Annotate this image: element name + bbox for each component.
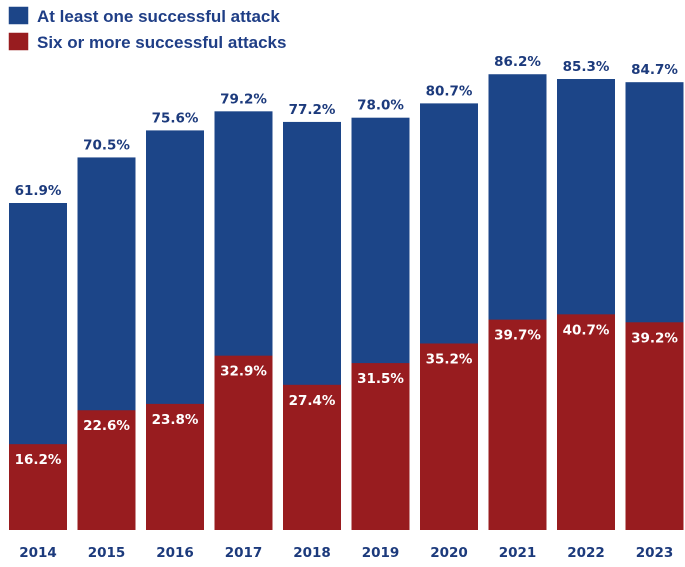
legend: At least one successful attack Six or mo… (7, 5, 286, 52)
data-label-2018-at-least-one: 77.2% (289, 102, 336, 118)
bar-2020-six-or-more (420, 343, 478, 530)
data-label-2016-at-least-one: 75.6% (152, 110, 199, 126)
bar-2023-six-or-more (625, 322, 684, 530)
data-label-2015-six-or-more: 22.6% (83, 418, 130, 434)
x-tick-2017: 2017 (225, 545, 263, 561)
bar-2021-six-or-more (488, 319, 547, 530)
data-label-2022-six-or-more: 40.7% (563, 322, 610, 338)
x-tick-2019: 2019 (362, 545, 400, 561)
data-label-2015-at-least-one: 70.5% (83, 137, 130, 153)
legend-item-series-1: Six or more successful attacks (7, 31, 286, 52)
data-label-2022-at-least-one: 85.3% (563, 59, 610, 75)
bar-2019-six-or-more (351, 363, 410, 530)
data-label-2021-at-least-one: 86.2% (494, 54, 541, 70)
bar-2016-six-or-more (146, 403, 204, 530)
bar-2022-six-or-more (557, 314, 615, 530)
data-label-2019-six-or-more: 31.5% (357, 371, 404, 387)
data-label-2017-six-or-more: 32.9% (220, 364, 267, 380)
data-label-2021-six-or-more: 39.7% (494, 328, 541, 344)
bar-2014-six-or-more (9, 444, 67, 530)
legend-label-series-0: At least one successful attack (37, 7, 280, 26)
data-label-2019-at-least-one: 78.0% (357, 98, 404, 114)
x-tick-2022: 2022 (567, 545, 605, 561)
bar-2015-six-or-more (77, 410, 136, 530)
legend-item-series-0: At least one successful attack (7, 5, 280, 26)
data-label-2014-at-least-one: 61.9% (15, 183, 62, 199)
bar-2018-six-or-more (283, 384, 341, 530)
x-tick-2018: 2018 (293, 545, 331, 561)
data-label-2023-at-least-one: 84.7% (631, 62, 678, 78)
x-tick-2015: 2015 (88, 545, 126, 561)
legend-label-series-1: Six or more successful attacks (37, 33, 286, 52)
data-label-2020-at-least-one: 80.7% (426, 83, 473, 99)
data-label-2018-six-or-more: 27.4% (289, 393, 336, 409)
data-label-2020-six-or-more: 35.2% (426, 351, 473, 367)
x-tick-2016: 2016 (156, 545, 194, 561)
legend-swatch-series-1 (7, 31, 30, 52)
data-label-2023-six-or-more: 39.2% (631, 330, 678, 346)
x-tick-2021: 2021 (499, 545, 537, 561)
legend-swatch-series-0 (7, 5, 30, 26)
bar-2017-six-or-more (214, 355, 273, 530)
data-label-2017-at-least-one: 79.2% (220, 91, 267, 107)
data-label-2016-six-or-more: 23.8% (152, 412, 199, 428)
x-tick-2020: 2020 (430, 545, 468, 561)
x-tick-2023: 2023 (636, 545, 674, 561)
data-label-2014-six-or-more: 16.2% (15, 452, 62, 468)
plot-area: 61.9% 16.2% 2014 70.5% 22.6% 2015 75.6% 23.8% 20… (7, 54, 685, 561)
x-tick-2014: 2014 (19, 545, 57, 561)
